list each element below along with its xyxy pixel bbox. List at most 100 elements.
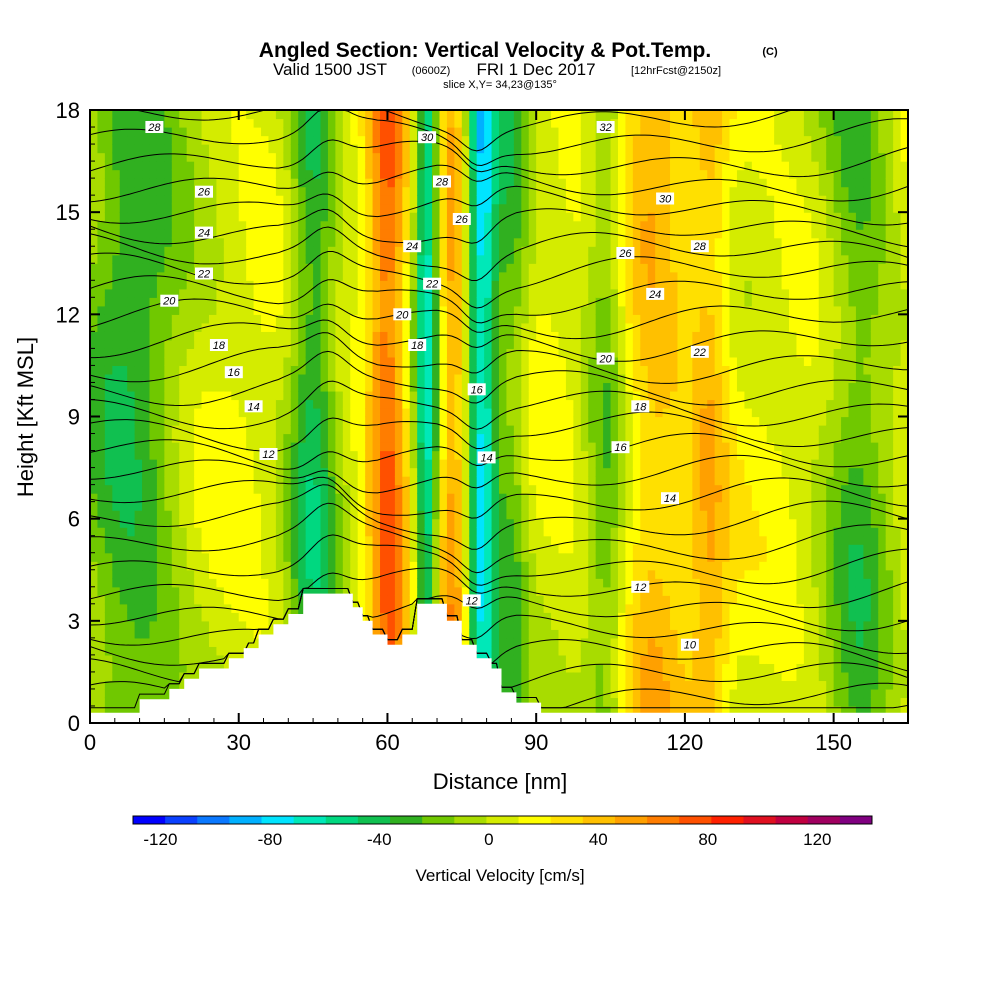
velocity-cell (194, 169, 203, 179)
velocity-cell (543, 356, 552, 367)
velocity-cell (298, 348, 307, 358)
velocity-cell (551, 144, 560, 154)
velocity-cell (179, 203, 188, 213)
velocity-cell (298, 127, 307, 137)
velocity-cell (335, 135, 344, 145)
velocity-cell (528, 339, 537, 349)
velocity-cell (513, 535, 522, 545)
velocity-cell (439, 535, 448, 545)
velocity-cell (268, 620, 277, 630)
velocity-cell (171, 220, 180, 230)
velocity-cell (313, 178, 322, 188)
velocity-cell (164, 595, 173, 605)
velocity-cell (194, 476, 203, 486)
velocity-cell (208, 416, 218, 426)
velocity-cell (558, 263, 567, 273)
velocity-cell (417, 161, 426, 171)
velocity-cell (223, 161, 232, 171)
velocity-cell (119, 322, 128, 332)
velocity-cell (439, 169, 448, 179)
velocity-cell (194, 561, 203, 571)
velocity-cell (543, 646, 552, 656)
velocity-cell (335, 161, 344, 171)
velocity-cell (171, 603, 180, 613)
velocity-cell (261, 535, 270, 545)
velocity-cell (97, 705, 106, 716)
velocity-cell (603, 646, 612, 656)
velocity-cell (432, 263, 441, 273)
velocity-cell (536, 135, 545, 145)
velocity-cell (134, 586, 143, 596)
velocity-cell (469, 280, 478, 290)
velocity-cell (216, 620, 225, 630)
velocity-cell (238, 646, 247, 656)
velocity-cell (551, 535, 560, 545)
velocity-cell (156, 229, 165, 239)
velocity-cell (127, 510, 136, 520)
velocity-cell (491, 195, 500, 205)
velocity-cell (104, 688, 113, 699)
velocity-cell (536, 399, 545, 409)
velocity-cell (335, 220, 344, 230)
velocity-cell (305, 339, 314, 349)
velocity-cell (424, 416, 433, 426)
velocity-cell (573, 348, 582, 358)
velocity-cell (350, 246, 359, 256)
velocity-cell (216, 280, 225, 290)
velocity-cell (238, 288, 247, 298)
velocity-cell (104, 271, 113, 281)
velocity-cell (119, 195, 128, 205)
velocity-cell (112, 646, 121, 656)
velocity-cell (156, 688, 165, 699)
velocity-cell (387, 110, 396, 120)
velocity-cell (186, 671, 195, 682)
velocity-cell (216, 629, 225, 639)
velocity-cell (127, 212, 136, 222)
velocity-cell (454, 407, 463, 418)
velocity-cell (380, 152, 389, 162)
velocity-cell (179, 484, 188, 494)
velocity-cell (283, 552, 292, 562)
velocity-cell (305, 254, 314, 264)
velocity-cell (194, 339, 203, 349)
velocity-cell (305, 280, 314, 290)
velocity-cell (394, 331, 403, 341)
velocity-cell (513, 152, 522, 162)
velocity-cell (290, 254, 299, 264)
velocity-cell (588, 348, 597, 358)
velocity-cell (387, 127, 396, 137)
velocity-cell (134, 476, 143, 486)
velocity-cell (506, 220, 515, 230)
velocity-cell (565, 280, 574, 290)
velocity-cell (171, 246, 180, 256)
velocity-cell (149, 254, 158, 264)
velocity-cell (290, 220, 299, 230)
velocity-cell (208, 322, 218, 332)
velocity-cell (417, 433, 426, 443)
velocity-cell (298, 246, 307, 256)
velocity-cell (380, 501, 389, 511)
velocity-cell (394, 271, 403, 281)
velocity-cell (290, 118, 299, 128)
velocity-cell (208, 348, 218, 358)
velocity-cell (164, 450, 173, 460)
velocity-cell (275, 578, 284, 588)
velocity-cell (134, 246, 143, 256)
velocity-cell (268, 297, 277, 307)
velocity-cell (142, 646, 151, 656)
velocity-cell (506, 476, 515, 486)
velocity-cell (551, 288, 560, 298)
velocity-cell (461, 612, 470, 622)
velocity-cell (104, 595, 113, 605)
velocity-cell (112, 220, 121, 230)
velocity-cell (543, 246, 552, 256)
velocity-cell (327, 433, 336, 443)
velocity-cell (580, 399, 589, 409)
velocity-cell (112, 535, 121, 545)
velocity-cell (499, 152, 508, 162)
velocity-cell (320, 544, 329, 554)
velocity-cell (580, 518, 589, 528)
velocity-cell (380, 263, 389, 273)
velocity-cell (186, 161, 195, 171)
velocity-cell (253, 263, 262, 273)
